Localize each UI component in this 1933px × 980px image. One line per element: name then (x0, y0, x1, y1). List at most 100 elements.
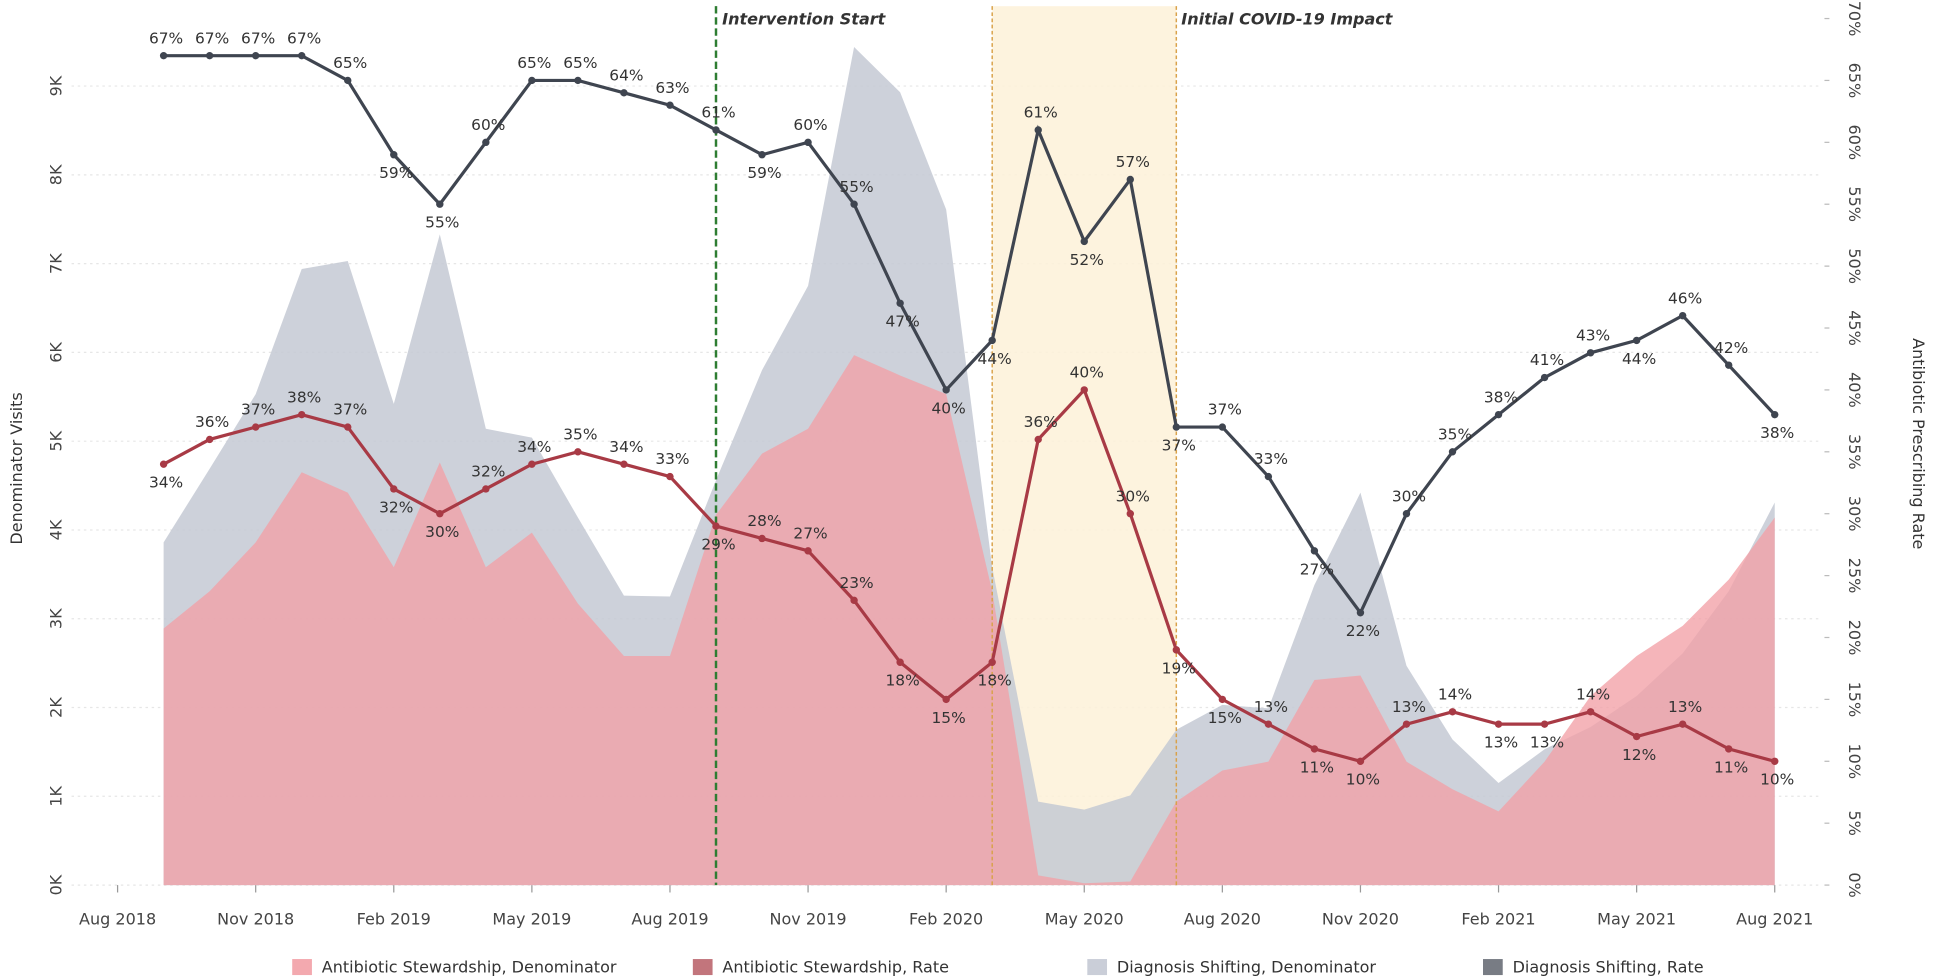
point (574, 76, 582, 85)
data-label: 30% (1392, 487, 1426, 505)
point (298, 410, 306, 419)
y2-tick-label: 15% (1845, 682, 1864, 718)
point (850, 596, 858, 605)
point (436, 200, 444, 208)
data-label: 59% (379, 164, 413, 182)
y2-tick-label: 25% (1845, 558, 1864, 594)
x-tick-label: Aug 2019 (631, 910, 708, 929)
data-label: 30% (1116, 487, 1150, 505)
point (988, 658, 996, 666)
data-label: 55% (839, 178, 873, 196)
y-tick-label: 7K (47, 253, 66, 274)
data-label: 32% (379, 498, 413, 516)
point (159, 51, 168, 60)
y-tick-label: 0K (47, 874, 66, 895)
point (896, 299, 904, 307)
x-tick-label: Aug 2021 (1736, 910, 1813, 929)
data-label: 32% (471, 463, 505, 481)
data-label: 67% (241, 29, 275, 47)
point (1678, 720, 1687, 728)
data-label: 57% (1116, 153, 1150, 171)
data-label: 67% (287, 29, 321, 47)
y2-tick-label: 55% (1845, 186, 1864, 222)
data-label: 67% (149, 29, 183, 47)
point (482, 138, 490, 147)
x-tick-label: Feb 2020 (909, 910, 983, 929)
data-label: 13% (1392, 698, 1426, 716)
point (1034, 435, 1042, 444)
data-label: 61% (701, 104, 735, 122)
y2-tick-label: 65% (1845, 63, 1864, 99)
point (1402, 510, 1411, 518)
point (1264, 720, 1273, 728)
point (1402, 720, 1411, 728)
data-label: 65% (333, 54, 367, 72)
data-label: 38% (1760, 424, 1794, 442)
data-label: 13% (1668, 698, 1702, 716)
point (1586, 708, 1595, 716)
data-label: 37% (333, 401, 367, 419)
point (1126, 175, 1134, 184)
y2-tick-label: 0% (1845, 872, 1864, 897)
point (205, 435, 214, 444)
data-label: 14% (1576, 685, 1610, 703)
data-label: 34% (609, 438, 643, 456)
data-label: 60% (471, 116, 505, 134)
data-label: 15% (932, 709, 966, 727)
point (620, 460, 628, 468)
x-tick-label: Nov 2019 (770, 910, 847, 929)
point (205, 51, 214, 60)
legend-label: Antibiotic Stewardship, Rate (722, 958, 949, 977)
x-tick-label: May 2020 (1045, 910, 1124, 929)
annotation-label: Initial COVID-19 Impact (1181, 10, 1394, 29)
point (804, 547, 812, 555)
legend-label: Diagnosis Shifting, Rate (1513, 958, 1704, 977)
x-tick-label: Aug 2018 (79, 910, 156, 929)
y2-tick-label: 5% (1845, 810, 1864, 835)
data-label: 59% (747, 164, 781, 182)
data-label: 36% (1024, 413, 1058, 431)
point (528, 76, 536, 85)
data-label: 23% (839, 574, 873, 592)
x-tick-label: Feb 2021 (1461, 910, 1535, 929)
y2-tick-label: 10% (1845, 743, 1864, 779)
line (163, 54, 1776, 616)
point (1725, 361, 1733, 369)
point (712, 126, 720, 134)
point (1080, 386, 1088, 394)
data-label: 47% (885, 313, 919, 331)
data-label: 11% (1714, 758, 1748, 776)
data-label: 37% (1162, 436, 1196, 454)
data-label: 28% (747, 512, 781, 530)
data-label: 27% (793, 525, 827, 543)
point (1172, 646, 1181, 654)
point (159, 460, 168, 468)
data-label: 18% (978, 672, 1012, 690)
data-label: 37% (1208, 401, 1242, 419)
point (620, 89, 628, 97)
point (251, 51, 260, 60)
y-tick-label: 6K (47, 342, 66, 363)
data-label: 60% (793, 116, 827, 134)
point (1264, 472, 1273, 481)
data-label: 44% (1622, 350, 1656, 368)
y-tick-label: 2K (47, 697, 66, 718)
x-tick-label: Nov 2020 (1322, 910, 1399, 929)
data-label: 10% (1760, 771, 1794, 789)
y-tick-label: 3K (47, 608, 66, 629)
data-label: 18% (885, 672, 919, 690)
x-tick-label: Feb 2019 (357, 910, 431, 929)
data-label: 61% (1024, 104, 1058, 122)
data-label: 13% (1254, 698, 1288, 716)
data-label: 33% (1254, 450, 1288, 468)
point (1034, 126, 1042, 134)
y-tick-label: 9K (47, 75, 66, 96)
point (804, 138, 812, 147)
data-label: 22% (1346, 622, 1380, 640)
point (1678, 311, 1687, 320)
point (1494, 410, 1503, 419)
point (1540, 720, 1549, 728)
y2-tick-label: 35% (1845, 434, 1864, 470)
y2-tick-label: 20% (1845, 620, 1864, 656)
